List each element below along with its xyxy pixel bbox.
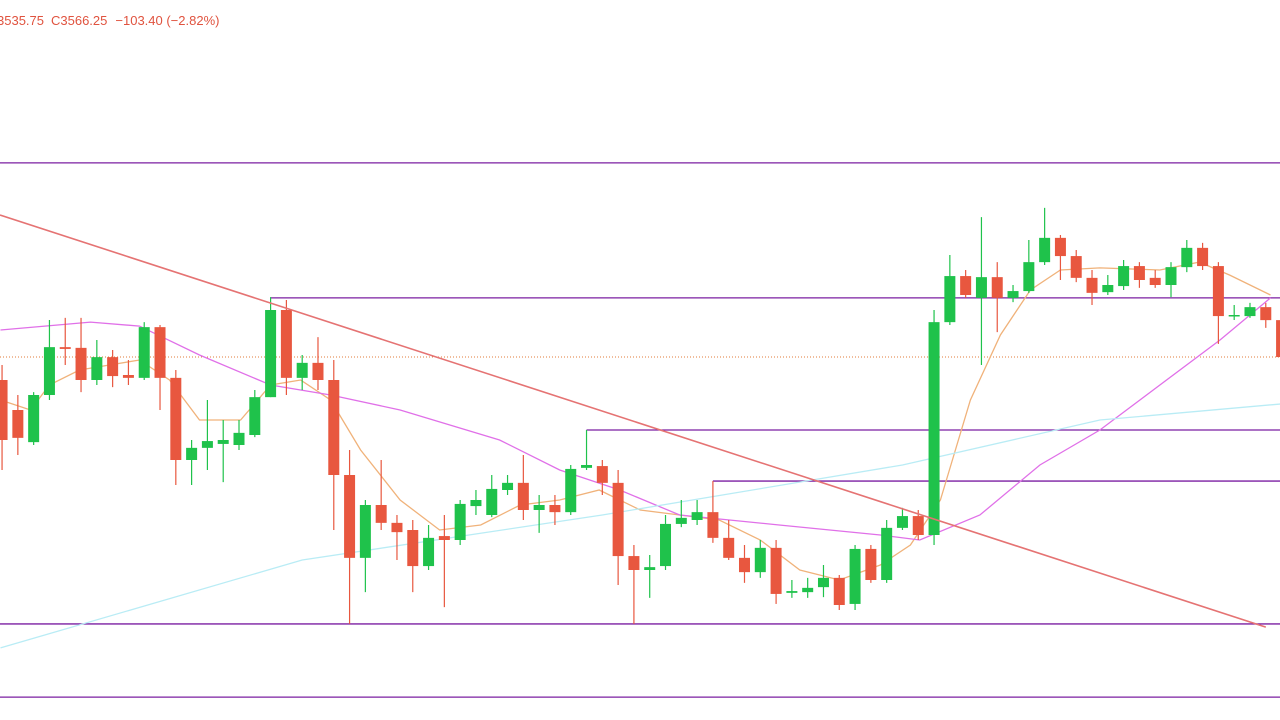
candle-body [533,505,545,510]
candle-body [1181,247,1193,268]
candle-body [43,347,55,395]
candle-body [486,488,498,515]
candle-body [802,587,814,593]
candle-body [502,482,514,490]
candle-body [770,547,782,594]
candle-body [375,505,387,523]
candle-body [217,440,229,444]
candle-body [928,322,940,535]
candle-body [881,527,893,580]
candle-body [0,380,8,440]
candle-body [1054,237,1066,257]
candle-body [628,556,640,570]
candle-body [312,362,324,380]
candle-body [423,537,435,567]
candle-body [707,512,719,538]
close-value: 3566.25 [60,13,107,28]
moving-average [0,403,1280,649]
candle-body [454,503,466,540]
candle-body [1133,266,1145,280]
candle-body [122,375,134,378]
candle-body [1023,262,1035,292]
candle-body [1260,307,1272,321]
candle-body [170,377,182,460]
candle-body [75,347,87,380]
candle-body [1070,256,1082,278]
candle-body [28,395,40,443]
candle-body [612,482,624,557]
candle-body [1165,267,1177,285]
close-label: C [51,13,60,28]
candle-body [675,517,687,524]
candle-body [1276,320,1280,358]
candle-body [407,530,419,567]
candle-body [201,441,213,448]
candle-body [138,327,150,378]
candle-body [644,567,656,570]
candle-body [975,277,987,298]
candle-body [738,557,750,573]
trend-line [0,214,1267,628]
candle-body [1039,237,1051,263]
candle-body [59,347,71,349]
candle-body [754,547,766,573]
candle-body [833,577,845,605]
candle-body [1212,266,1224,317]
candle-body [691,512,703,520]
candle-body [786,591,798,593]
candle-body [1228,315,1240,317]
candle-body [549,505,561,513]
candle-body [12,410,24,438]
candle-body [1149,277,1161,285]
candle-body [391,522,403,533]
candle-body [912,516,924,535]
candle-body [596,466,608,483]
candle-body [944,276,956,323]
candle-body [1118,266,1130,287]
candle-body [960,276,972,295]
candle-body [91,357,103,380]
candle-body [359,505,371,558]
candle-body [186,447,198,460]
candle-body [581,465,593,468]
candle-body [991,277,1003,298]
plot-area [0,162,1280,698]
candle-body [107,357,119,377]
candle-body [154,327,166,378]
moving-average [0,297,1271,541]
candle-body [723,537,735,558]
candle-body [233,432,245,445]
candle-body [296,362,308,378]
change-value: −103.40 (−2.82%) [115,13,219,28]
candle-body [865,548,877,580]
low-value: 3535.75 [0,13,44,28]
candle-body [280,310,292,378]
candle-body [438,536,450,540]
candle-body [517,482,529,510]
candle-body [817,577,829,588]
candle-body [660,523,672,567]
candle-body [1197,247,1209,267]
candle-body [565,468,577,513]
candle-body [1086,277,1098,293]
candle-body [1007,291,1019,298]
ohlc-header: 3535.75 C3566.25 −103.40 (−2.82%) [0,13,219,28]
candle-body [1102,285,1114,293]
candle-body [344,475,356,558]
candle-body [470,500,482,507]
candle-body [896,516,908,528]
candle-body [328,380,340,475]
candle-body [849,548,861,604]
candle-body [249,397,261,435]
candle-body [265,310,277,398]
candle-body [1244,307,1256,317]
